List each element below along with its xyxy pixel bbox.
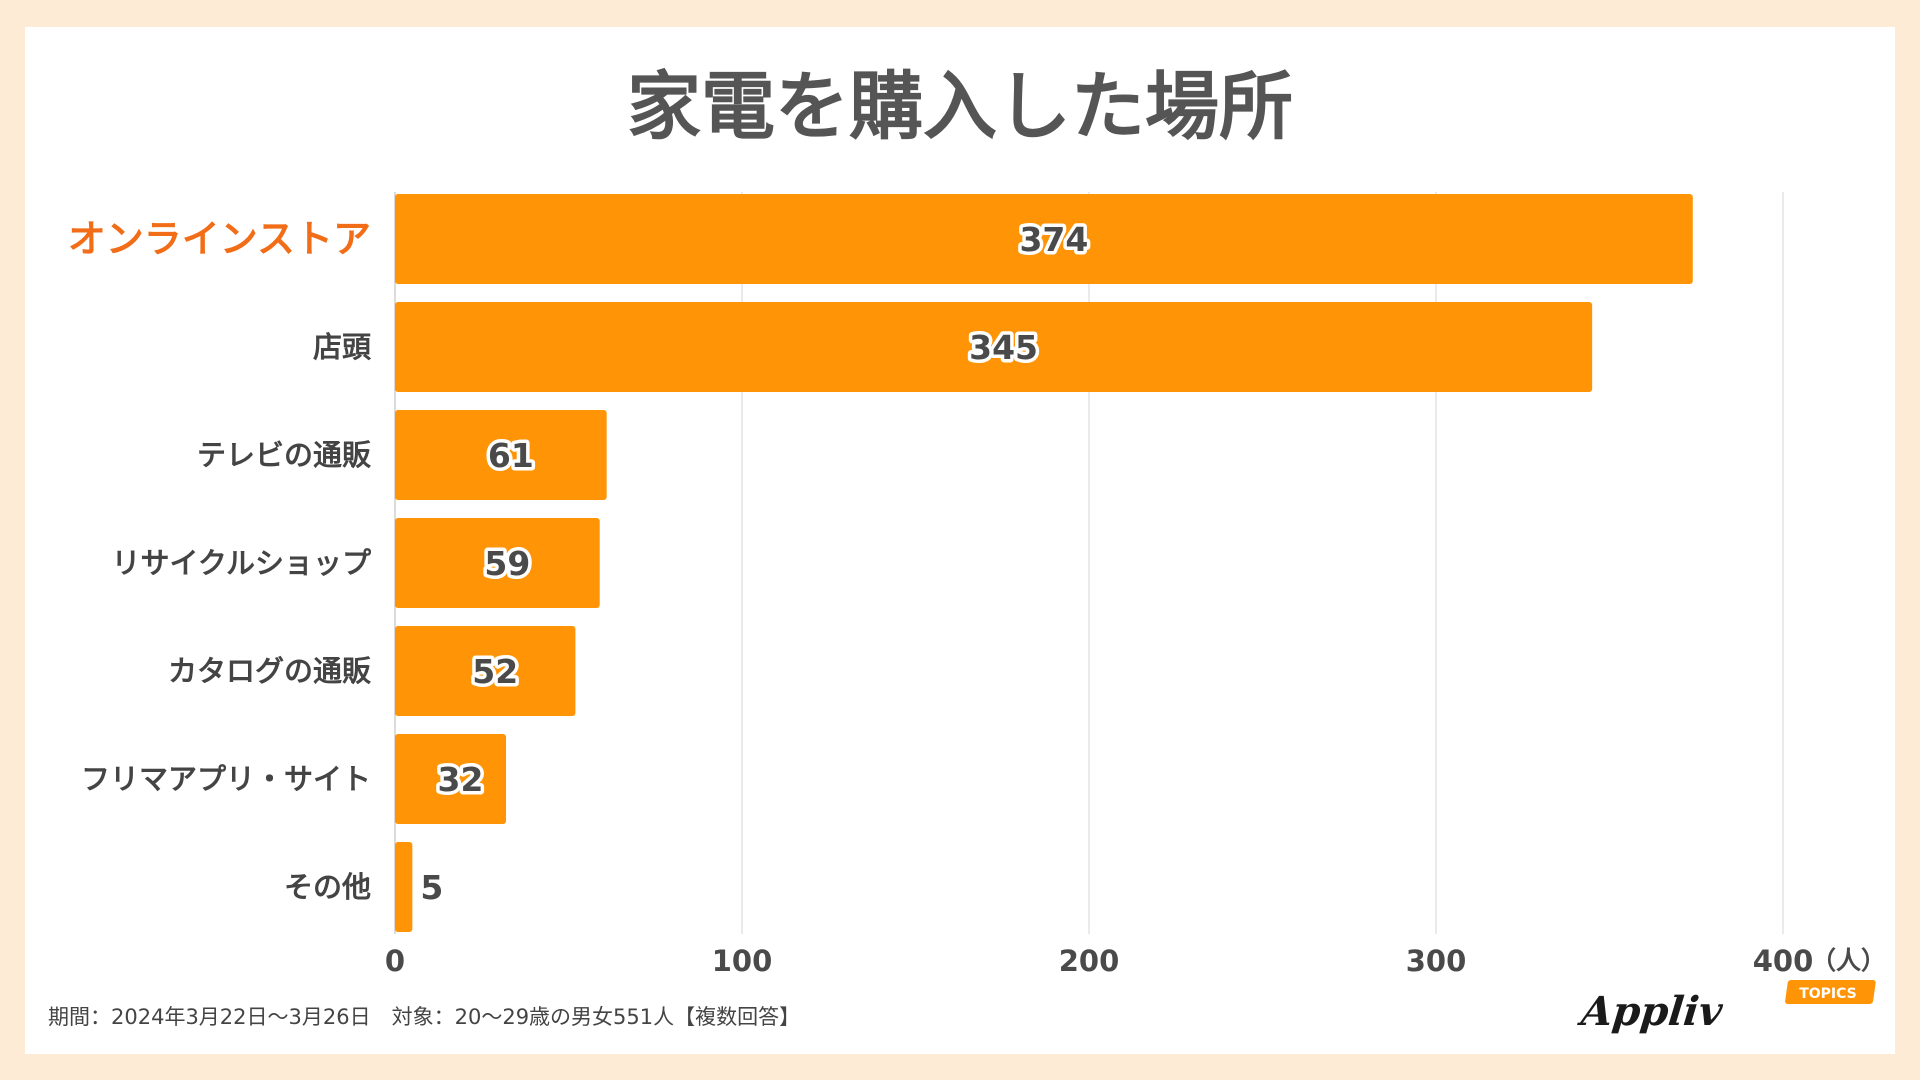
bar xyxy=(395,194,1693,284)
x-tick-label: 400 xyxy=(1753,944,1814,978)
bar xyxy=(395,518,600,608)
bar xyxy=(395,410,607,500)
x-tick-label: 100 xyxy=(712,944,773,978)
logo-badge-text: TOPICS xyxy=(1799,986,1857,1002)
bar xyxy=(395,626,576,716)
bar-chart: 家電を購入した場所 オンラインストア店頭テレビの通販リサイクルショップカタログの… xyxy=(48,64,1886,1035)
category-labels: オンラインストア店頭テレビの通販リサイクルショップカタログの通販フリマアプリ・サ… xyxy=(68,217,372,904)
category-label: 店頭 xyxy=(313,330,372,364)
value-label: 345 xyxy=(969,328,1038,367)
applivtopics-logo: Appliv TOPICS xyxy=(1575,980,1876,1035)
logo-wordmark: Appliv xyxy=(1575,988,1725,1035)
value-label: 32 xyxy=(438,760,484,799)
x-axis-unit: （人） xyxy=(1811,946,1886,975)
category-label: フリマアプリ・サイト xyxy=(81,762,371,796)
category-label: オンラインストア xyxy=(68,217,371,261)
category-label: リサイクルショップ xyxy=(111,546,372,580)
category-label: その他 xyxy=(284,870,371,904)
value-label: 59 xyxy=(484,544,530,583)
value-label: 374 xyxy=(1019,220,1088,259)
category-label: テレビの通販 xyxy=(197,438,372,472)
bar xyxy=(395,842,413,932)
bars xyxy=(395,194,1693,932)
value-label: 52 xyxy=(472,652,518,691)
logo-badge xyxy=(1785,980,1876,1004)
value-label: 5 xyxy=(420,868,443,907)
chart-card: 家電を購入した場所 オンラインストア店頭テレビの通販リサイクルショップカタログの… xyxy=(25,27,1895,1054)
bar xyxy=(395,734,507,824)
chart-title: 家電を購入した場所 xyxy=(627,64,1293,150)
category-label: カタログの通販 xyxy=(168,654,372,688)
footnote: 期間：2024年3月22日〜3月26日 対象：20〜29歳の男女551人【複数回… xyxy=(48,1005,800,1029)
x-tick-label: 0 xyxy=(385,944,405,978)
bar xyxy=(395,302,1593,392)
x-tick-label: 200 xyxy=(1059,944,1120,978)
value-labels: 374 345 61 59 52 32 5 xyxy=(420,217,1091,908)
x-axis-tick-labels: 0 100 200 300 400（人） xyxy=(385,944,1886,978)
x-tick-label: 300 xyxy=(1406,944,1467,978)
value-label: 61 xyxy=(488,436,534,475)
